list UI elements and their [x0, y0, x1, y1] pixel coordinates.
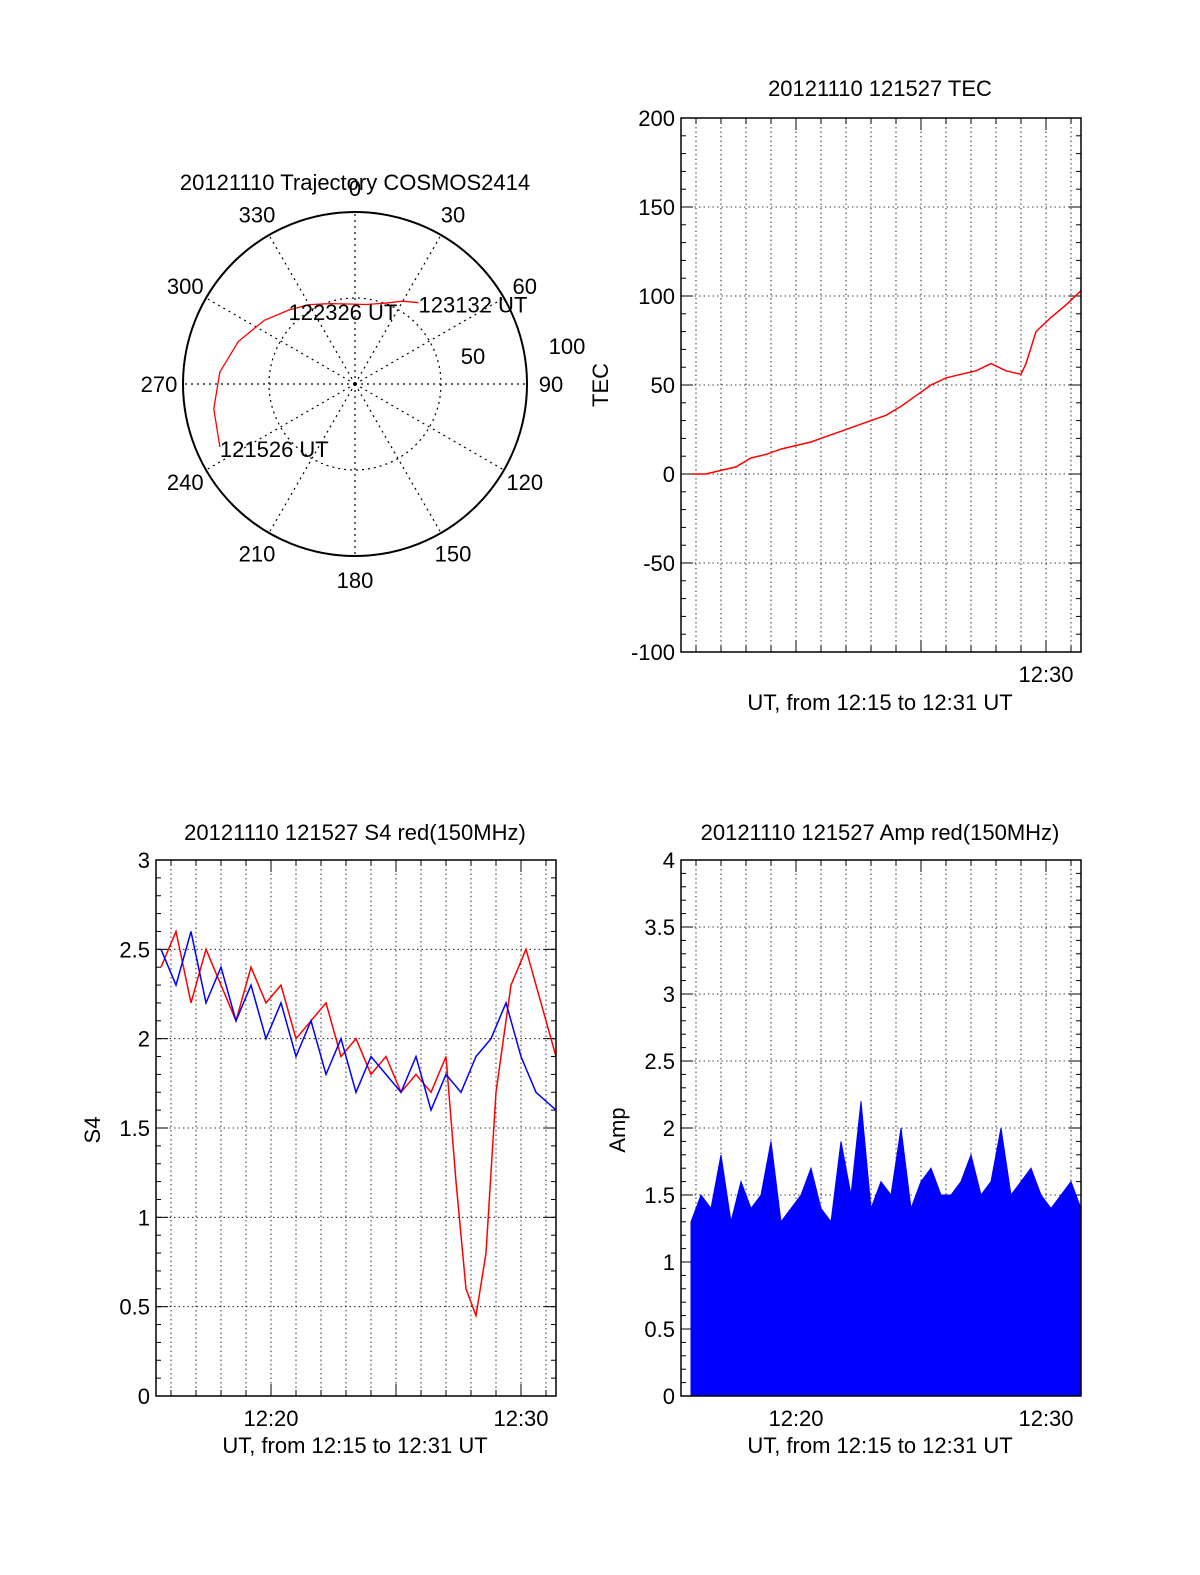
trajectory-polar-panel: 20121110 Trajectory COSMOS2414 0 30 60 90 12… — [141, 170, 586, 593]
plot-frame — [680, 859, 1082, 1397]
polar-azimuth-labels: 0 30 60 90 120 150 180 210 240 270 300 330 100 50 — [141, 176, 586, 593]
series-area — [690, 1101, 1081, 1396]
y-tick-label: 200 — [638, 106, 675, 131]
y-tick-label: 1.5 — [644, 1183, 675, 1208]
y-tick-label: 0 — [663, 462, 675, 487]
polar-azimuth-label: 30 — [441, 202, 465, 227]
amp-ylabel: Amp — [605, 1107, 630, 1152]
polar-title: 20121110 Trajectory COSMOS2414 — [180, 170, 530, 195]
s4-ylabel: S4 — [80, 1117, 105, 1144]
time-annotation: 122326 UT — [289, 300, 398, 325]
x-tick-label: 12:30 — [493, 1406, 548, 1431]
polar-azimuth-label: 300 — [167, 274, 204, 299]
y-tick-label: 100 — [638, 284, 675, 309]
y-tick-label: 150 — [638, 195, 675, 220]
s4-plot-area: 0 0.5 1 1.5 2 2.5 3 12:20 12:30 — [119, 848, 557, 1431]
tec-title: 20121110 121527 TEC — [768, 76, 992, 101]
amp-plot-area: 0 0.5 1 1.5 2 2.5 3 3.5 4 12:20 12:30 — [644, 848, 1082, 1431]
series-group — [690, 1101, 1081, 1396]
y-tick-label: 1 — [138, 1205, 150, 1230]
polar-azimuth-label: 120 — [506, 470, 543, 495]
amp-panel: 20121110 121527 Amp red(150MHz) UT, from… — [605, 820, 1082, 1458]
amp-xlabel: UT, from 12:15 to 12:31 UT — [747, 1433, 1012, 1458]
series-line — [160, 928, 556, 1319]
x-tick-label: 12:20 — [243, 1406, 298, 1431]
polar-azimuth-label: 0 — [349, 176, 361, 201]
polar-elevation-label: 50 — [461, 344, 485, 369]
s4-xlabel: UT, from 12:15 to 12:31 UT — [222, 1433, 487, 1458]
polar-azimuth-label: 330 — [239, 202, 276, 227]
tec-xlabel: UT, from 12:15 to 12:31 UT — [747, 690, 1012, 715]
y-tick-label: 0.5 — [119, 1295, 150, 1320]
series-group — [160, 928, 556, 1319]
amp-title: 20121110 121527 Amp red(150MHz) — [701, 820, 1060, 845]
y-tick-label: 3 — [663, 982, 675, 1007]
polar-spoke — [205, 297, 356, 385]
y-tick-label: -50 — [643, 551, 675, 576]
polar-spoke — [268, 234, 356, 385]
trajectory-line — [213, 300, 419, 448]
y-tick-label: 1.5 — [119, 1116, 150, 1141]
polar-spoke — [268, 383, 356, 534]
polar-spoke — [205, 383, 356, 471]
polar-outer-circle — [182, 211, 528, 557]
s4-panel: 20121110 121527 S4 red(150MHz) UT, from … — [80, 820, 557, 1458]
plot-frame — [680, 117, 1082, 653]
polar-azimuth-label: 60 — [512, 274, 536, 299]
polar-grid — [182, 211, 528, 557]
polar-azimuth-label: 240 — [167, 470, 204, 495]
polar-azimuth-label: 150 — [435, 542, 472, 567]
tec-ylabel: TEC — [588, 363, 613, 407]
polar-time-annotations: 121526 UT 122326 UT 123132 UT — [220, 293, 527, 462]
time-annotation: 121526 UT — [220, 437, 329, 462]
polar-spoke — [354, 383, 505, 471]
series-group — [691, 290, 1081, 475]
polar-elevation-label: 100 — [549, 334, 586, 359]
polar-spoke — [354, 383, 442, 534]
y-tick-label: 0 — [663, 1384, 675, 1409]
y-tick-label: 2.5 — [644, 1049, 675, 1074]
tec-plot-area: -100 -50 0 50 100 150 200 12:30 — [631, 106, 1082, 687]
polar-azimuth-label: 90 — [539, 372, 563, 397]
y-tick-label: 1 — [663, 1250, 675, 1275]
x-tick-label: 12:20 — [768, 1406, 823, 1431]
plot-frame — [155, 859, 557, 1397]
y-tick-label: -100 — [631, 640, 675, 665]
polar-azimuth-label: 210 — [239, 542, 276, 567]
x-tick-label: 12:30 — [1018, 662, 1073, 687]
y-tick-label: 0.5 — [644, 1317, 675, 1342]
polar-spoke — [354, 297, 505, 385]
time-annotation: 123132 UT — [419, 293, 528, 318]
polar-spoke — [354, 234, 442, 385]
y-tick-label: 0 — [138, 1384, 150, 1409]
y-tick-label: 2 — [663, 1116, 675, 1141]
polar-azimuth-label: 180 — [337, 568, 374, 593]
tec-panel: 20121110 121527 TEC UT, from 12:15 to 12… — [588, 76, 1082, 715]
y-tick-label: 3 — [138, 848, 150, 873]
polar-trajectory — [213, 300, 419, 448]
series-line — [691, 290, 1081, 475]
y-tick-label: 2 — [138, 1027, 150, 1052]
y-tick-label: 4 — [663, 848, 675, 873]
x-tick-label: 12:30 — [1018, 1406, 1073, 1431]
polar-azimuth-label: 270 — [141, 372, 178, 397]
y-tick-label: 3.5 — [644, 915, 675, 940]
series-line — [160, 931, 556, 1113]
y-tick-label: 50 — [651, 373, 675, 398]
y-tick-label: 2.5 — [119, 937, 150, 962]
s4-title: 20121110 121527 S4 red(150MHz) — [184, 820, 526, 845]
